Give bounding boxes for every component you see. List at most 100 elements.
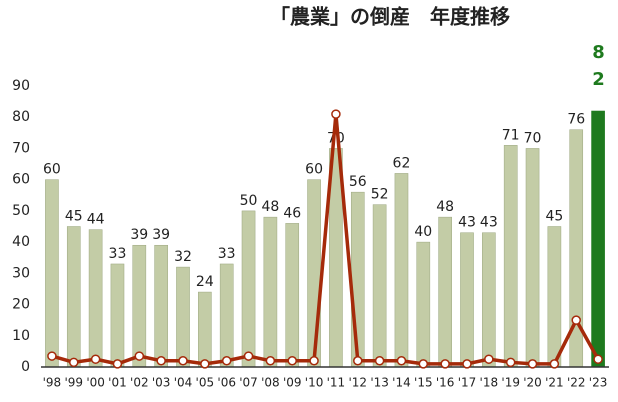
y-tick-label: 10 [12,328,30,344]
x-tick-label: '11 [327,376,346,390]
y-tick-label: 20 [12,297,30,313]
bar [591,110,605,368]
line-point [287,356,297,366]
x-tick-label: '17 [458,376,477,390]
x-tick-label: '04 [174,376,193,390]
bar [416,241,431,368]
x-tick-label: '23 [589,376,608,390]
x-tick-label: '02 [130,376,149,390]
x-tick-label: '07 [239,376,258,390]
line-point [47,351,57,361]
line-point [331,109,341,119]
bar [372,204,387,368]
x-tick-label: '01 [108,376,127,390]
x-tick-label: '20 [523,376,542,390]
bar [219,263,234,368]
bar [45,179,59,368]
line-point [134,351,145,361]
data-label: 70 [524,130,542,146]
line-point [571,315,581,325]
bar [547,226,562,368]
bar [482,232,496,368]
line-point [440,359,450,369]
y-tick-label: 30 [12,265,30,281]
line-point [90,354,101,364]
y-tick-label: 40 [12,234,30,250]
bar [525,148,540,368]
data-label: 43 [480,215,498,231]
y-tick-label: 90 [12,78,30,94]
x-tick-label: '05 [196,376,215,390]
line-point [221,356,232,366]
bar [176,266,190,368]
data-label: 56 [349,174,367,190]
bar [263,216,278,368]
data-label: 60 [305,162,323,178]
line-point [374,356,385,366]
x-tick-label: '03 [152,376,171,390]
data-label: 60 [43,162,61,178]
data-label: 44 [87,212,105,228]
line-point [396,356,407,366]
x-tick-label: '21 [545,376,564,390]
data-label: 76 [567,112,585,128]
line-point [112,359,123,369]
bar [241,210,256,368]
y-tick-label: 50 [12,203,30,219]
data-label: 46 [283,205,301,221]
data-label: 45 [545,209,563,225]
x-tick-label: '06 [217,376,236,390]
x-tick-label: '22 [567,376,586,390]
line-point [527,359,538,369]
data-label: 33 [218,246,236,262]
x-tick-label: '08 [261,376,280,390]
bar [110,263,125,368]
data-label: 82 [588,42,609,96]
data-label: 40 [414,224,432,240]
data-label: 62 [393,155,411,171]
chart-title: 「農業」の倒産 年度推移 [270,5,510,29]
bar [394,173,409,368]
x-tick-label: '16 [436,376,455,390]
line-point [243,351,254,361]
y-tick-label: 0 [21,359,30,375]
line-point [309,356,319,366]
line-point [156,356,166,366]
x-tick-label: '00 [86,376,105,390]
x-tick-label: '98 [43,376,62,390]
line-point [200,359,210,369]
bar [88,229,103,368]
line-point [505,357,516,368]
bar [285,223,300,368]
bar [198,291,212,368]
bar [66,226,81,368]
x-tick-label: '14 [392,376,411,390]
bar [154,244,168,368]
data-label: 45 [65,209,83,225]
bar [350,191,365,368]
line-point [484,354,494,364]
data-label: 52 [371,187,389,203]
line-point [593,354,603,364]
x-tick-label: '12 [348,376,367,390]
line-point [178,356,188,366]
bar [503,145,518,368]
x-tick-label: '19 [501,376,520,390]
x-tick-label: '15 [414,376,433,390]
data-label: 71 [502,127,520,143]
bar [132,244,147,368]
data-label: 32 [174,249,192,265]
line-point [353,356,363,366]
data-label: 39 [130,227,148,243]
y-tick-label: 70 [12,140,30,156]
x-tick-label: '10 [305,376,324,390]
bar [438,216,452,368]
line-point [265,356,276,366]
data-label: 48 [436,199,454,215]
line-point [69,357,79,368]
data-label: 24 [196,274,214,290]
line-point [549,359,560,369]
x-tick-label: '18 [480,376,499,390]
line-point [462,359,472,369]
